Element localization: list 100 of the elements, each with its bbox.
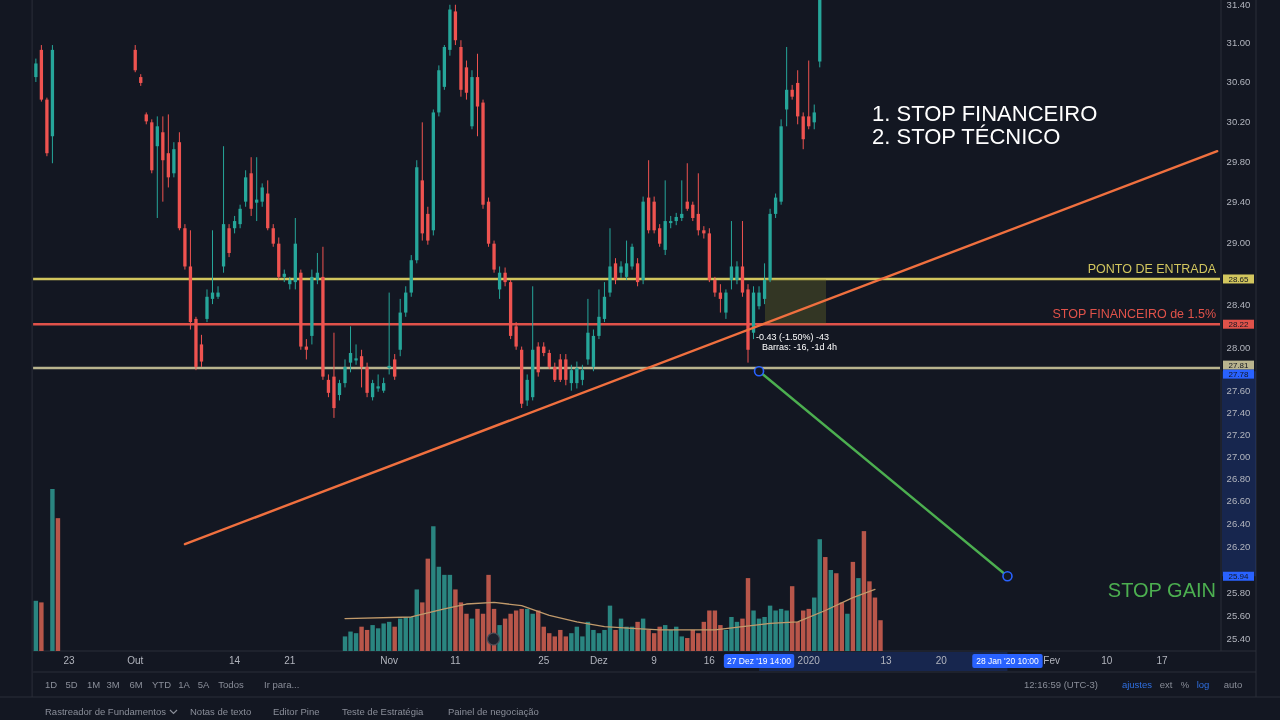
- y-tick-label: 30.20: [1226, 115, 1251, 127]
- y-tick-label: 26.60: [1226, 495, 1251, 507]
- ref-line-label: STOP FINANCEIRO de 1.5%: [1052, 307, 1216, 322]
- candlestick: [735, 260, 739, 285]
- bar: [39, 602, 44, 651]
- ref-line-label: PONTO DE ENTRADA: [1087, 261, 1217, 276]
- text: 1D: [44, 679, 58, 690]
- text: auto: [1223, 679, 1243, 690]
- y-tick-label: 28.40: [1226, 299, 1251, 311]
- x-tick-label: Fev: [1043, 655, 1060, 666]
- candlestick: [337, 379, 342, 401]
- x-tick-label: 17: [1156, 655, 1169, 666]
- x-tick-label: 10: [1101, 655, 1113, 666]
- bar: [856, 578, 861, 651]
- y-tick-label: 25.94: [1228, 572, 1250, 582]
- annotation: -0.43 (-1.50%) -43: [756, 332, 830, 342]
- candlestick: [597, 288, 601, 340]
- candlestick: [326, 373, 331, 398]
- x-tick-label: 2020: [797, 655, 821, 666]
- text: 5A: [197, 679, 210, 690]
- candlestick: [807, 60, 811, 130]
- candlestick: [255, 156, 259, 222]
- candlestick: [613, 257, 618, 285]
- candlestick: [635, 257, 640, 287]
- candlestick: [729, 220, 734, 290]
- candlestick: [575, 361, 579, 390]
- x-tick-label: 14: [229, 655, 241, 666]
- text: 12:16:59 (UTC-3): [1024, 679, 1098, 690]
- text: Editor Pine: [273, 706, 320, 717]
- candlestick: [271, 223, 275, 248]
- y-tick-label: 27.78: [1228, 370, 1250, 380]
- candlestick: [547, 349, 551, 370]
- x-tick-label: 21: [284, 655, 296, 666]
- y-tick-label: 28.65: [1228, 274, 1250, 284]
- text: Teste de Estratégia: [342, 706, 425, 717]
- text: ext: [1159, 679, 1173, 690]
- x-tick-label: 11: [450, 655, 462, 666]
- candlestick: [553, 362, 557, 383]
- y-tick-label: 25.60: [1226, 610, 1251, 622]
- candlestick: [757, 285, 761, 310]
- text: 6M: [129, 679, 143, 690]
- candlestick: [762, 262, 767, 305]
- candlestick: [658, 223, 662, 248]
- y-tick-label: 27.20: [1226, 428, 1251, 440]
- annotation: Barras: -16, -1d 4h: [762, 342, 838, 352]
- text: 5D: [65, 679, 78, 690]
- annotation: STOP GAIN: [1107, 579, 1216, 601]
- candlestick: [34, 58, 38, 83]
- bar: [469, 618, 475, 651]
- text: Notas de texto: [190, 706, 252, 717]
- bar: [845, 613, 850, 651]
- candlestick: [624, 240, 629, 281]
- text: YTD: [152, 679, 172, 690]
- candlestick: [393, 353, 397, 381]
- y-tick-label: 31.40: [1226, 0, 1251, 11]
- text: 3M: [106, 679, 120, 690]
- bar: [398, 618, 403, 651]
- x-tick-label: 23: [63, 655, 75, 666]
- text: Ir para...: [264, 679, 300, 690]
- candlestick: [216, 285, 220, 300]
- text: log: [1196, 679, 1210, 690]
- candlestick: [155, 115, 159, 219]
- y-tick-label: 25.40: [1226, 633, 1251, 645]
- candlestick: [564, 353, 568, 386]
- text: 1A: [178, 679, 191, 690]
- bar: [685, 638, 690, 651]
- candlestick: [801, 111, 805, 150]
- x-tick-label: Dez: [590, 655, 608, 666]
- candlestick: [630, 243, 634, 271]
- bar: [679, 636, 684, 651]
- text: Painel de negociação: [448, 706, 539, 717]
- y-tick-label: 28.22: [1228, 320, 1250, 330]
- y-tick-label: 26.40: [1226, 517, 1251, 529]
- x-tick-label: 9: [651, 655, 658, 666]
- candlestick: [602, 281, 607, 323]
- y-tick-label: 29.80: [1226, 155, 1251, 167]
- y-tick-label: 27.60: [1226, 384, 1251, 396]
- y-tick-label: 29.00: [1226, 236, 1251, 248]
- x-tick-label: 13: [880, 655, 893, 666]
- candlestick: [619, 260, 623, 279]
- candlestick: [343, 358, 347, 388]
- y-tick-label: 26.80: [1226, 472, 1251, 484]
- candlestick: [354, 343, 358, 366]
- annotation: 2. STOP TÉCNICO: [872, 124, 1061, 149]
- candlestick: [514, 321, 518, 351]
- candlestick: [569, 364, 573, 392]
- y-tick-label: 28.00: [1226, 341, 1251, 353]
- x-tick-label: 25: [538, 655, 550, 666]
- candlestick: [724, 288, 728, 320]
- y-tick-label: 27.81: [1228, 361, 1250, 371]
- bar: [392, 626, 397, 651]
- candlestick: [580, 364, 585, 386]
- candlestick: [359, 349, 364, 388]
- x-tick-label: 20: [935, 655, 948, 666]
- text: Todos: [218, 679, 244, 690]
- text: Rastreador de Fundamentos: [45, 706, 167, 717]
- text: %: [1180, 679, 1190, 690]
- candlestick: [260, 182, 264, 208]
- y-tick-label: 27.00: [1226, 450, 1251, 462]
- x-tick-label: Nov: [380, 655, 399, 666]
